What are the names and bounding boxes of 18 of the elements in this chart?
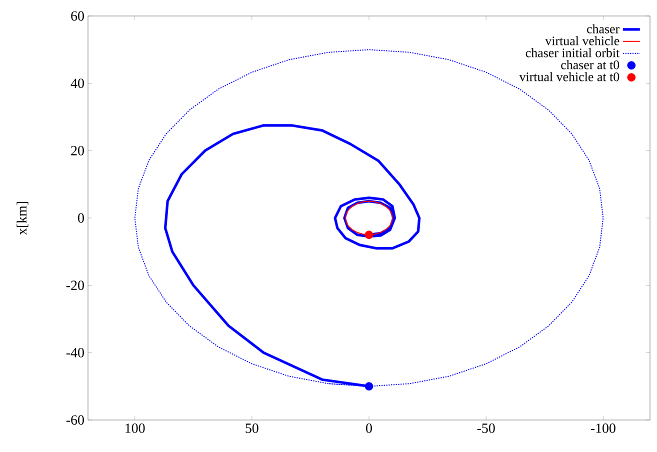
y-tick-label: 20 xyxy=(71,146,84,156)
legend-label: chaser initial orbit xyxy=(526,48,620,58)
x-tick-label: 0 xyxy=(366,424,372,433)
y-tick-label: -40 xyxy=(66,348,84,358)
y-tick-label: -20 xyxy=(66,280,84,290)
y-tick-label: 0 xyxy=(78,213,84,223)
y-axis-title: x[km] xyxy=(16,202,28,235)
legend-label: chaser at t0 xyxy=(561,60,620,70)
x-tick-label: 50 xyxy=(246,424,258,433)
x-tick-label: -100 xyxy=(590,424,616,433)
x-tick-label: 100 xyxy=(126,424,145,433)
y-tick-label: -60 xyxy=(66,415,84,425)
y-tick-label: 60 xyxy=(71,11,84,21)
legend-label: virtual vehicle at t0 xyxy=(519,72,620,82)
y-tick-label: 40 xyxy=(70,78,84,88)
legend-label: virtual vehicle xyxy=(545,36,620,46)
legend-label: chaser xyxy=(587,24,620,34)
x-tick-label: -50 xyxy=(477,424,495,433)
